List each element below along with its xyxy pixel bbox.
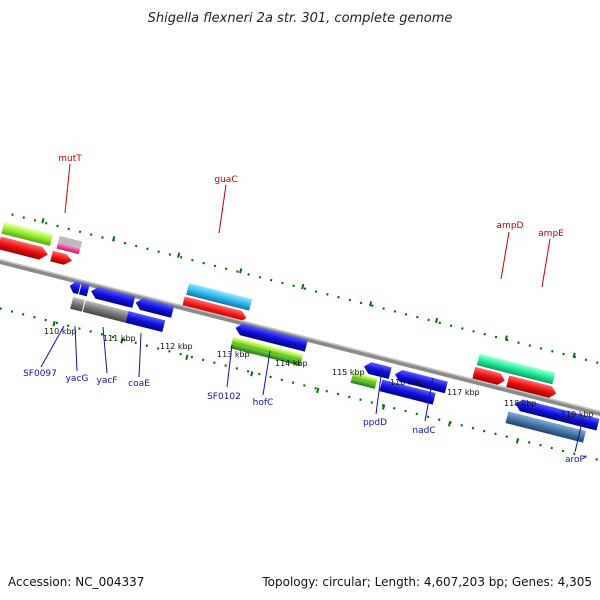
gene-label: ampE xyxy=(538,229,564,239)
gene-label: ppdD xyxy=(363,418,387,428)
cds-feature xyxy=(56,242,81,255)
cds-feature xyxy=(58,235,83,249)
cds-feature xyxy=(231,336,304,362)
cds-feature xyxy=(230,343,302,366)
cds-feature xyxy=(70,297,85,312)
tick-label: 112 kbp xyxy=(160,342,193,351)
ampE-gene xyxy=(506,375,557,398)
ampD-gene xyxy=(476,353,556,385)
backbone-group xyxy=(0,213,600,464)
cds-feature xyxy=(0,236,48,260)
tick-label: 111 kbp xyxy=(103,334,136,343)
reverse-label-leaders xyxy=(40,325,584,453)
forward-label-leaders xyxy=(64,163,551,288)
gene-label: nadC xyxy=(412,426,435,436)
cds-feature xyxy=(1,221,53,246)
gene-label: yacF xyxy=(97,376,118,386)
tick-label: 110 kbp xyxy=(44,327,77,336)
cds-feature xyxy=(125,311,166,333)
cds-feature xyxy=(472,366,505,385)
cds-feature xyxy=(181,296,247,323)
map-title: Shigella flexneri 2a str. 301, complete … xyxy=(148,11,453,26)
cds-feature xyxy=(515,399,600,431)
cds-feature xyxy=(350,377,377,389)
cds-feature xyxy=(235,323,308,352)
gene-label: ampD xyxy=(497,221,524,231)
cds-feature xyxy=(78,282,90,297)
gene-label: hofC xyxy=(253,398,274,408)
cds-feature xyxy=(91,286,136,308)
cds-feature xyxy=(135,298,175,318)
gene-label: aroP xyxy=(565,455,586,465)
cds-feature xyxy=(69,281,81,295)
gene-label: SF0097 xyxy=(23,369,57,379)
tick-label: 119 kbp xyxy=(561,410,594,419)
tick-label: 115 kbp xyxy=(332,368,365,377)
tick-label: 114 kbp xyxy=(275,359,308,368)
accession-text: Accession: NC_004337 xyxy=(8,575,144,589)
cds-feature xyxy=(351,372,378,385)
genome-summary-text: Topology: circular; Length: 4,607,203 bp… xyxy=(261,575,592,589)
reverse-major-ticks xyxy=(52,321,520,444)
gene-label: yacG xyxy=(66,374,89,384)
tick-label: 118 kbp xyxy=(504,399,537,408)
gene-label: coaE xyxy=(128,379,150,389)
gene-label: guaC xyxy=(214,175,237,185)
nadC-gene xyxy=(379,379,436,405)
tick-label: 113 kbp xyxy=(217,350,250,359)
mutT-gene xyxy=(50,250,73,265)
tick-label: 117 kbp xyxy=(447,388,480,397)
cds-feature xyxy=(395,370,448,394)
guaC-gene xyxy=(186,283,253,311)
gene-label: SF0102 xyxy=(207,392,241,402)
gene-label: mutT xyxy=(58,154,82,164)
aroP-gene xyxy=(505,411,586,443)
forward-major-ticks xyxy=(41,218,576,358)
cds-feature xyxy=(82,300,129,323)
tick-label: 116 kbp xyxy=(390,378,423,387)
cds-feature xyxy=(363,362,392,379)
